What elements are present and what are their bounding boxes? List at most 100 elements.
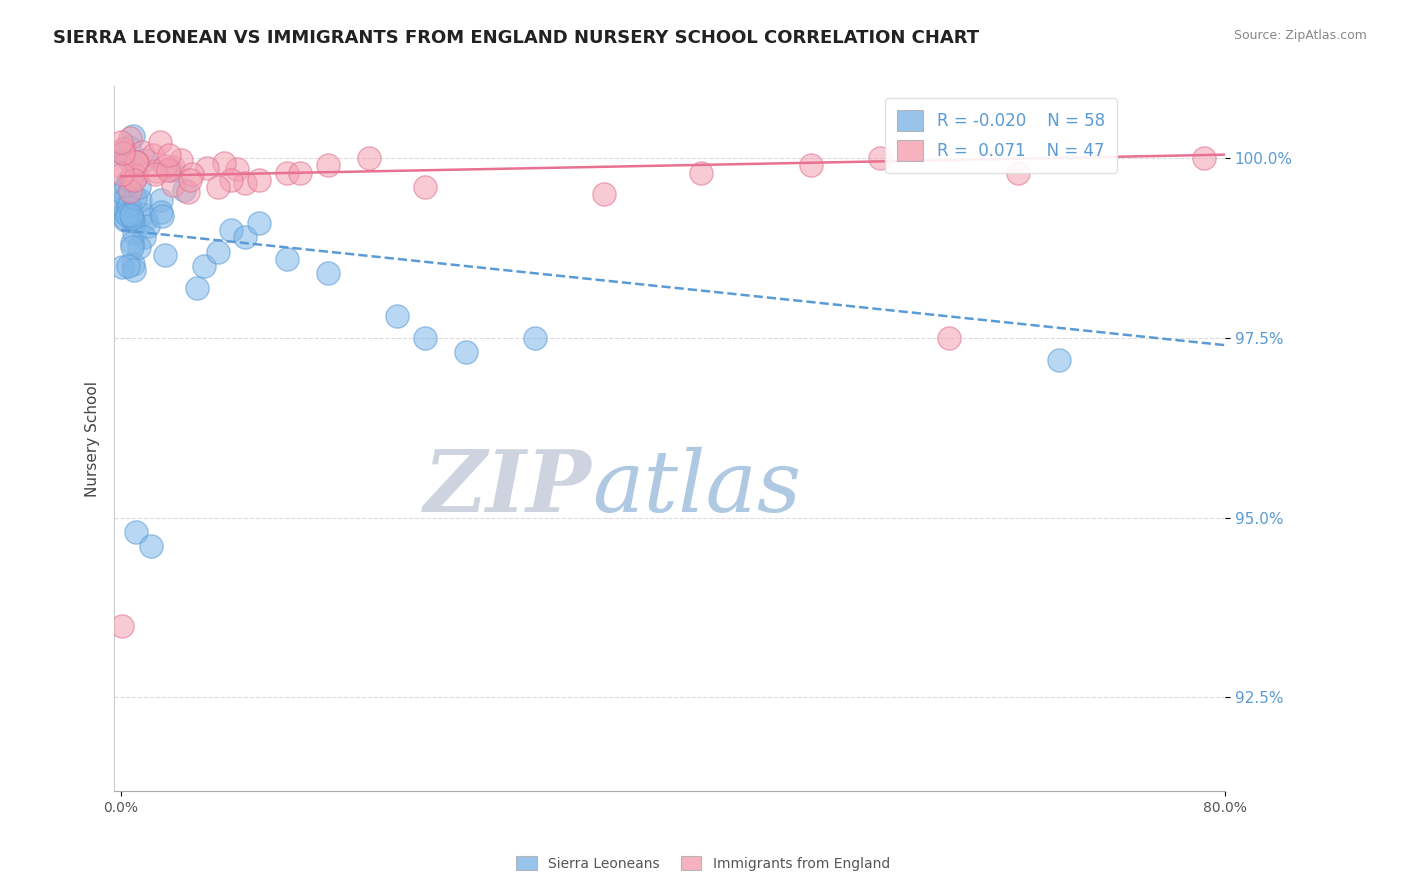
- Point: [157, 163, 180, 178]
- Point: [112, 145, 135, 160]
- Point: [179, 173, 201, 187]
- Point: [118, 184, 141, 198]
- Point: [120, 211, 142, 226]
- Point: [181, 167, 204, 181]
- Point: [111, 618, 134, 632]
- Point: [135, 212, 157, 227]
- Point: [115, 198, 138, 212]
- Point: [800, 158, 823, 172]
- Point: [110, 186, 132, 200]
- Point: [689, 166, 711, 180]
- Point: [115, 178, 138, 192]
- Point: [186, 280, 208, 294]
- Point: [157, 147, 180, 161]
- Point: [233, 230, 256, 244]
- Point: [162, 178, 184, 192]
- Point: [170, 153, 193, 168]
- Point: [276, 166, 298, 180]
- Point: [385, 310, 408, 324]
- Point: [145, 164, 167, 178]
- Point: [115, 189, 138, 203]
- Point: [316, 158, 339, 172]
- Point: [290, 166, 312, 180]
- Point: [145, 167, 167, 181]
- Point: [124, 173, 146, 187]
- Point: [112, 146, 135, 161]
- Point: [111, 260, 134, 274]
- Point: [112, 142, 135, 156]
- Point: [118, 172, 141, 186]
- Point: [121, 240, 143, 254]
- Point: [129, 193, 152, 207]
- Point: [124, 191, 146, 205]
- Point: [173, 183, 195, 197]
- Legend: R = -0.020    N = 58, R =  0.071    N = 47: R = -0.020 N = 58, R = 0.071 N = 47: [886, 98, 1116, 173]
- Point: [162, 160, 184, 174]
- Point: [128, 240, 150, 254]
- Point: [117, 259, 139, 273]
- Point: [114, 211, 136, 226]
- Point: [155, 248, 177, 262]
- Point: [155, 159, 177, 173]
- Point: [111, 167, 134, 181]
- Point: [221, 223, 243, 237]
- Point: [276, 252, 298, 266]
- Point: [125, 154, 148, 169]
- Point: [118, 153, 141, 168]
- Point: [524, 331, 547, 345]
- Point: [136, 219, 159, 233]
- Point: [226, 162, 249, 177]
- Text: Source: ZipAtlas.com: Source: ZipAtlas.com: [1233, 29, 1367, 42]
- Point: [193, 259, 215, 273]
- Point: [121, 128, 143, 143]
- Point: [127, 155, 149, 169]
- Point: [938, 331, 960, 345]
- Point: [159, 163, 181, 178]
- Point: [207, 180, 229, 194]
- Point: [221, 173, 243, 187]
- Point: [316, 266, 339, 280]
- Point: [247, 216, 270, 230]
- Point: [120, 171, 142, 186]
- Point: [110, 136, 132, 150]
- Point: [134, 153, 156, 167]
- Point: [212, 156, 235, 170]
- Point: [111, 145, 134, 159]
- Point: [142, 148, 165, 162]
- Point: [359, 151, 381, 165]
- Point: [120, 174, 142, 188]
- Point: [869, 151, 891, 165]
- Point: [110, 159, 132, 173]
- Point: [122, 263, 145, 277]
- Point: [122, 214, 145, 228]
- Point: [114, 213, 136, 227]
- Point: [120, 131, 142, 145]
- Point: [195, 161, 218, 175]
- Point: [233, 176, 256, 190]
- Point: [128, 180, 150, 194]
- Legend: Sierra Leoneans, Immigrants from England: Sierra Leoneans, Immigrants from England: [510, 850, 896, 876]
- Text: ZIP: ZIP: [423, 446, 592, 530]
- Point: [117, 198, 139, 212]
- Point: [125, 524, 148, 539]
- Point: [177, 186, 200, 200]
- Point: [114, 206, 136, 220]
- Point: [149, 135, 172, 149]
- Point: [593, 187, 616, 202]
- Point: [1192, 151, 1215, 165]
- Point: [413, 331, 436, 345]
- Point: [122, 166, 145, 180]
- Point: [117, 209, 139, 223]
- Text: SIERRA LEONEAN VS IMMIGRANTS FROM ENGLAND NURSERY SCHOOL CORRELATION CHART: SIERRA LEONEAN VS IMMIGRANTS FROM ENGLAN…: [53, 29, 980, 46]
- Point: [1007, 166, 1029, 180]
- Point: [122, 226, 145, 240]
- Point: [131, 207, 153, 221]
- Y-axis label: Nursery School: Nursery School: [86, 381, 100, 497]
- Point: [111, 194, 134, 208]
- Point: [207, 244, 229, 259]
- Point: [149, 204, 172, 219]
- Point: [413, 180, 436, 194]
- Point: [1047, 352, 1070, 367]
- Point: [121, 257, 143, 271]
- Point: [454, 345, 477, 359]
